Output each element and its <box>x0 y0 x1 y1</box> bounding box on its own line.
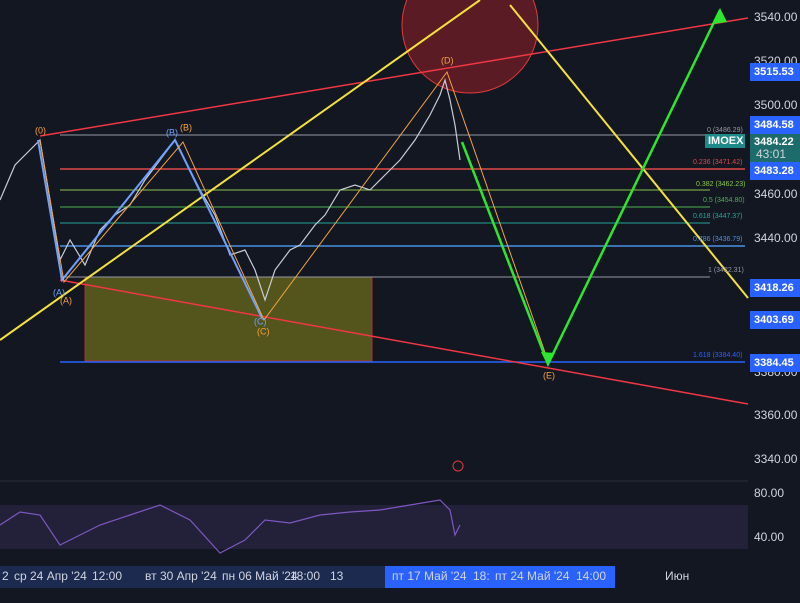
arrow-head <box>712 8 727 24</box>
fib-lines <box>60 134 745 363</box>
alert-icon[interactable] <box>452 460 464 472</box>
lower-trendline <box>59 279 749 405</box>
time-label: пн 06 Май '24 <box>222 569 298 583</box>
rsi-band <box>0 505 748 549</box>
price-tag: 3384.45 <box>754 357 794 369</box>
time-label: 18:00 <box>290 569 320 583</box>
time-label: Июн <box>665 569 689 583</box>
time-label: 13 <box>330 569 344 583</box>
time-label: пт 17 Май '24 <box>392 569 467 583</box>
price-label: 3360.00 <box>754 408 798 422</box>
time-range <box>385 566 615 588</box>
wave-label: (D) <box>441 55 454 65</box>
price-label: 3500.00 <box>754 98 798 112</box>
wave-label: (B) <box>180 122 192 132</box>
wave-label: (A) <box>60 295 72 305</box>
rsi-line <box>0 499 461 554</box>
price-tag: 3484.58 <box>754 119 794 131</box>
wave-label: (C) <box>254 316 267 326</box>
time-label: вт 30 Апр '24 <box>145 569 217 583</box>
price-tag: 3483.28 <box>754 165 794 177</box>
last-price: 3484.22 <box>754 136 794 148</box>
fib-label: 1.618 (3384.40) <box>693 352 742 359</box>
fib-label: 0.236 (3471.42) <box>693 159 742 166</box>
time-label: ср 24 Апр '24 <box>14 569 87 583</box>
price-tag: 3403.69 <box>754 314 794 326</box>
countdown: 43:01 <box>756 147 786 161</box>
price-tag: 3418.26 <box>754 282 794 294</box>
price-label: 3540.00 <box>754 10 798 24</box>
wave-lines <box>37 138 263 319</box>
upper-trendline <box>39 17 749 137</box>
price-label: 3460.00 <box>754 187 798 201</box>
time-label: 18: <box>473 569 490 583</box>
fib-labels: 0 (3486.29) 0.236 (3471.42) 0.382 (3462.… <box>693 127 745 359</box>
rsi-label: 40.00 <box>754 530 784 544</box>
wave-label: (E) <box>543 370 555 380</box>
symbol: IMOEX <box>708 135 744 147</box>
wave-lines <box>39 70 550 365</box>
time-label: 2 <box>2 569 9 583</box>
yellow-line <box>509 4 749 299</box>
arrow-head <box>541 352 555 366</box>
price-label: 3340.00 <box>754 452 798 466</box>
yellow-line <box>0 0 481 341</box>
fib-label: 0.618 (3447.37) <box>693 213 742 220</box>
fib-label: 0 (3486.29) <box>707 127 743 134</box>
fib-label: 0.786 (3436.79) <box>693 236 742 243</box>
fib-label: 1 (3422.31) <box>708 267 744 274</box>
rsi-label: 80.00 <box>754 486 784 500</box>
time-label: 14:00 <box>576 569 606 583</box>
price-label: 3440.00 <box>754 231 798 245</box>
wave-label: (A) <box>53 287 65 297</box>
time-axis: 2 ср 24 Апр '24 12:00 вт 30 Апр '24 пн 0… <box>2 569 689 583</box>
wave-label: (0) <box>35 125 46 135</box>
time-label: 12:00 <box>92 569 122 583</box>
fib-label: 0.382 (3462.23) <box>696 181 745 188</box>
zone-box <box>84 276 373 362</box>
wave-label: (C) <box>257 326 270 336</box>
fib-label: 0.5 (3454.80) <box>703 197 745 204</box>
price-tags: 3515.53 3484.58 IMOEX 3484.22 43:01 3483… <box>705 63 800 372</box>
price-tag: 3515.53 <box>754 66 794 78</box>
price-line <box>0 77 461 302</box>
wave-label: (B) <box>166 127 178 137</box>
time-label: пт 24 Май '24 <box>495 569 570 583</box>
